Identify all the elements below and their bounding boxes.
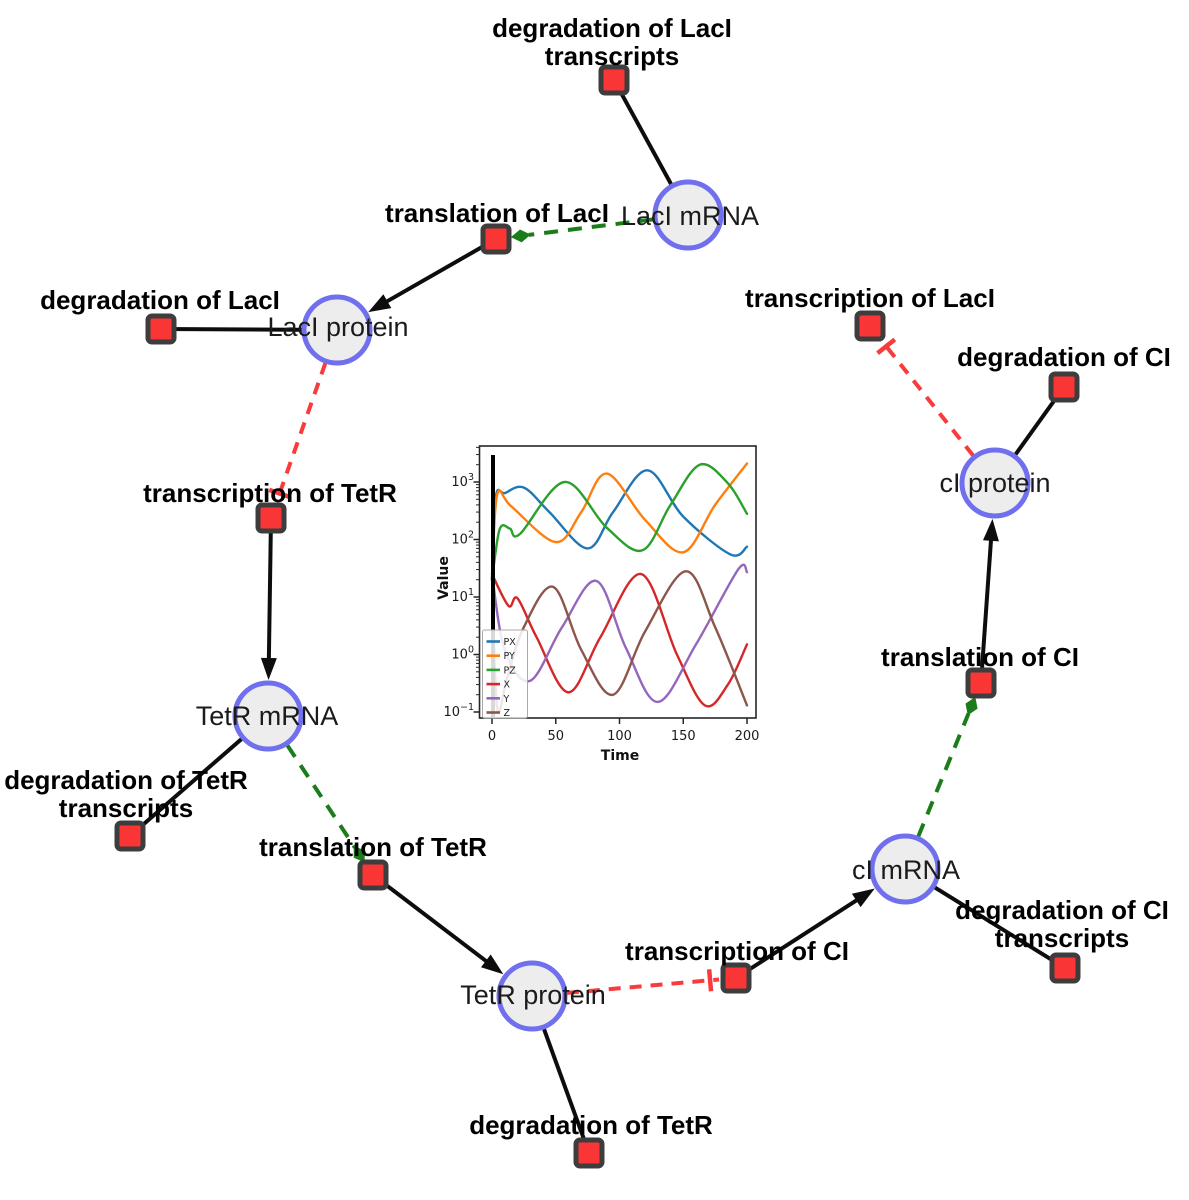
y-axis-title: Value [436, 556, 452, 600]
reaction-node-translation_tetr[interactable] [357, 859, 389, 891]
x-axis-title: Time [601, 748, 639, 764]
reaction-label-deg_tetr_tx-line1: degradation of TetR [4, 765, 248, 795]
reaction-node-deg_ci_tx[interactable] [1049, 952, 1081, 984]
species-label-ci_mrna: cI mRNA [852, 855, 960, 885]
species-node-laci_mrna[interactable] [652, 179, 724, 251]
inhibition-tbar-icon [706, 969, 714, 992]
reaction-label-deg_tetr-line1: degradation of TetR [469, 1110, 713, 1140]
reaction-node-deg_tetr_tx[interactable] [114, 820, 146, 852]
legend-label-PY: PY [504, 651, 516, 662]
reaction-label-translation_tetr-line1: translation of TetR [259, 832, 487, 862]
species-label-tetr_protein: TetR protein [460, 980, 606, 1010]
edge-produce-transcription_tetr-tetr_mrna [260, 517, 277, 681]
reaction-label-translation_laci-line1: translation of LacI [385, 198, 609, 228]
inhibition-tbar-icon [876, 337, 897, 355]
edge-modifier-ci_mrna-translation_ci [916, 696, 978, 838]
diamond-arrowhead-icon [510, 229, 531, 243]
reaction-label-deg_laci-line1: degradation of LacI [40, 285, 280, 315]
plot-axes-box [478, 445, 757, 719]
reaction-node-transcription_laci[interactable] [854, 310, 886, 342]
reaction-label-translation_ci-line1: translation of CI [881, 642, 1079, 672]
x-tick-label-200: 200 [735, 729, 760, 744]
arrowhead-icon [481, 954, 504, 975]
reaction-node-transcription_ci[interactable] [720, 962, 752, 994]
edge-produce-translation_tetr-tetr_protein [371, 873, 504, 975]
reaction-node-transcription_tetr[interactable] [255, 502, 287, 534]
plot-legend: PX PY PZ XYZ [482, 629, 528, 719]
reaction-node-translation_laci[interactable] [480, 223, 512, 255]
curve-PY [490, 462, 749, 581]
inhibition-tbar-icon [268, 487, 291, 500]
labels-layer: LacI mRNA LacI protein TetR mRNA TetR prote… [4, 13, 1171, 1140]
species-label-ci_protein: cI protein [939, 468, 1050, 498]
curve-PZ [490, 462, 749, 581]
edge-produce-translation_ci-ci_protein [979, 518, 999, 684]
edge-produce-translation_laci-laci_protein [368, 237, 497, 313]
species-label-laci_protein: LacI protein [267, 312, 408, 342]
legend-label-Y: Y [503, 694, 510, 705]
species-label-laci_mrna: LacI mRNA [621, 201, 759, 231]
nodes-layer [114, 64, 1081, 1169]
arrowhead-icon [851, 888, 875, 908]
reaction-label-deg_tetr_tx-line2: transcripts [59, 793, 193, 823]
legend-label-X: X [504, 680, 511, 691]
reaction-label-deg_laci_tx-line2: transcripts [545, 41, 679, 71]
reaction-label-deg_laci_tx-line1: degradation of LacI [492, 13, 732, 43]
arrowhead-icon [982, 518, 999, 542]
diamond-arrowhead-icon [353, 845, 365, 863]
diamond-arrowhead-icon [965, 696, 978, 716]
edge-produce-transcription_ci-ci_mrna [734, 888, 875, 980]
reaction-node-deg_laci[interactable] [145, 313, 177, 345]
species-node-ci_protein[interactable] [959, 447, 1031, 519]
species-node-tetr_mrna[interactable] [232, 680, 304, 752]
x-tick-label-50: 50 [547, 729, 564, 744]
reaction-label-transcription_tetr-line1: transcription of TetR [143, 478, 397, 508]
reaction-label-deg_ci_tx-line2: transcripts [995, 923, 1129, 953]
reaction-label-transcription_ci-line1: transcription of CI [625, 936, 849, 966]
reaction-node-translation_ci[interactable] [965, 667, 997, 699]
x-tick-label-150: 150 [671, 729, 696, 744]
species-node-tetr_protein[interactable] [496, 960, 568, 1032]
legend-label-PZ: PZ [504, 665, 517, 676]
curve-X [490, 572, 749, 708]
edge-inhibit-tetr_protein-transcription_ci [566, 969, 720, 995]
reaction-node-deg_tetr[interactable] [573, 1137, 605, 1169]
x-tick-label-100: 100 [607, 729, 632, 744]
reaction-label-deg_ci_tx-line1: degradation of CI [955, 895, 1169, 925]
legend-label-Z: Z [504, 708, 511, 719]
species-label-tetr_mrna: TetR mRNA [196, 701, 339, 731]
legend-label-PX: PX [504, 637, 517, 648]
edge-inhibit-ci_protein-transcription_laci [876, 337, 975, 457]
arrowhead-icon [368, 294, 392, 313]
reaction-node-deg_laci_tx[interactable] [598, 64, 630, 96]
arrowhead-icon [260, 657, 277, 681]
edge-inhibit-laci_protein-transcription_tetr [268, 362, 328, 503]
reaction-label-deg_ci-line1: degradation of CI [957, 342, 1171, 372]
edge-modifier-laci_mrna-translation_laci [510, 217, 654, 243]
edge-modifier-tetr_mrna-translation_tetr [285, 744, 365, 863]
plot-background [417, 424, 766, 754]
x-tick-label-0: 0 [488, 729, 496, 744]
reaction-node-deg_ci[interactable] [1048, 371, 1080, 403]
species-node-laci_protein[interactable] [301, 294, 373, 366]
reaction-label-transcription_laci-line1: transcription of LacI [745, 283, 995, 313]
species-node-ci_mrna[interactable] [869, 833, 941, 905]
